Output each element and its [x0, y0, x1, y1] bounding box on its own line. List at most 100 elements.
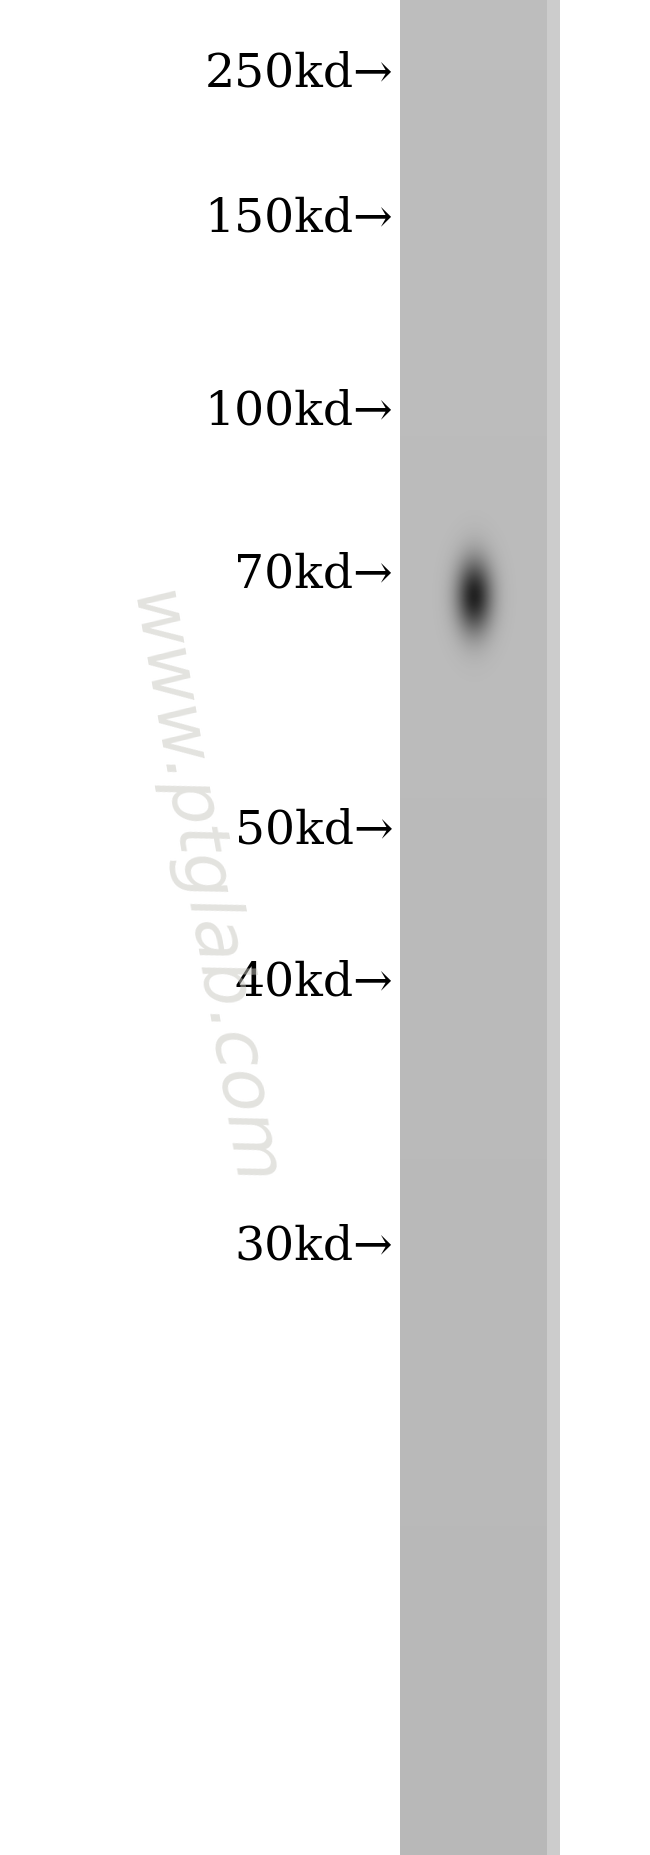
- Bar: [400, 336, 547, 343]
- Bar: [400, 942, 547, 950]
- Bar: [400, 631, 547, 640]
- Bar: [400, 256, 547, 263]
- Bar: [400, 540, 547, 547]
- Bar: [400, 460, 547, 467]
- Bar: [400, 20, 547, 28]
- Bar: [400, 1749, 547, 1759]
- Bar: [400, 1044, 547, 1052]
- Text: www.ptglab.com: www.ptglab.com: [115, 588, 288, 1193]
- Bar: [400, 840, 547, 848]
- Bar: [400, 887, 547, 894]
- Bar: [400, 1193, 547, 1202]
- Bar: [400, 1632, 547, 1642]
- Bar: [400, 864, 547, 872]
- Bar: [400, 154, 547, 161]
- Bar: [400, 902, 547, 909]
- Bar: [400, 983, 547, 992]
- Bar: [400, 1410, 547, 1419]
- Bar: [400, 1291, 547, 1298]
- Bar: [400, 1818, 547, 1827]
- Bar: [400, 293, 547, 301]
- Bar: [400, 525, 547, 534]
- Bar: [400, 1736, 547, 1744]
- Bar: [400, 1670, 547, 1679]
- Bar: [400, 1829, 547, 1836]
- Bar: [400, 386, 547, 393]
- Bar: [400, 1081, 547, 1089]
- Bar: [400, 280, 547, 288]
- Bar: [400, 488, 547, 495]
- Bar: [400, 1567, 547, 1577]
- Bar: [400, 1605, 547, 1614]
- Bar: [400, 497, 547, 505]
- Bar: [400, 234, 547, 241]
- Bar: [400, 1156, 547, 1165]
- Bar: [400, 1439, 547, 1447]
- Bar: [400, 76, 547, 83]
- Bar: [400, 139, 547, 148]
- Bar: [400, 1388, 547, 1395]
- Bar: [400, 1484, 547, 1493]
- Bar: [400, 1360, 547, 1369]
- Bar: [400, 924, 547, 931]
- Bar: [400, 697, 547, 705]
- Bar: [400, 1035, 547, 1043]
- Bar: [400, 1161, 547, 1169]
- Bar: [400, 1499, 547, 1506]
- Bar: [400, 108, 547, 115]
- Bar: [400, 247, 547, 254]
- Bar: [400, 441, 547, 449]
- Bar: [400, 1490, 547, 1499]
- Bar: [400, 800, 547, 807]
- Bar: [400, 1286, 547, 1295]
- Bar: [400, 1527, 547, 1536]
- Bar: [400, 1759, 547, 1766]
- Bar: [400, 1434, 547, 1443]
- Bar: [400, 859, 547, 868]
- Bar: [400, 1402, 547, 1410]
- Bar: [400, 1514, 547, 1521]
- Bar: [400, 1317, 547, 1326]
- Bar: [400, 720, 547, 727]
- Bar: [400, 568, 547, 575]
- Text: 100kd→: 100kd→: [205, 390, 393, 434]
- Bar: [400, 1280, 547, 1289]
- Bar: [400, 642, 547, 649]
- Bar: [400, 655, 547, 664]
- Bar: [400, 1549, 547, 1558]
- Bar: [400, 850, 547, 857]
- Bar: [400, 608, 547, 616]
- Bar: [400, 52, 547, 59]
- Bar: [400, 1699, 547, 1707]
- Bar: [400, 1462, 547, 1469]
- Bar: [400, 812, 547, 820]
- Bar: [400, 1104, 547, 1113]
- Bar: [400, 1354, 547, 1363]
- Bar: [400, 1718, 547, 1725]
- Bar: [400, 1694, 547, 1703]
- Bar: [400, 877, 547, 885]
- Bar: [400, 558, 547, 566]
- Bar: [400, 701, 547, 709]
- Bar: [400, 920, 547, 928]
- Bar: [400, 1796, 547, 1803]
- Bar: [400, 24, 547, 32]
- Bar: [400, 1773, 547, 1781]
- Bar: [400, 757, 547, 764]
- Bar: [400, 1452, 547, 1462]
- Bar: [400, 1109, 547, 1117]
- Bar: [400, 445, 547, 454]
- Bar: [400, 1132, 547, 1141]
- Bar: [400, 65, 547, 74]
- Bar: [400, 748, 547, 755]
- Bar: [400, 1799, 547, 1809]
- Bar: [400, 1276, 547, 1284]
- Bar: [400, 952, 547, 961]
- Bar: [400, 210, 547, 217]
- Bar: [400, 167, 547, 176]
- Bar: [400, 612, 547, 621]
- Bar: [400, 1564, 547, 1573]
- Bar: [400, 288, 547, 297]
- Bar: [400, 93, 547, 102]
- Bar: [400, 1848, 547, 1855]
